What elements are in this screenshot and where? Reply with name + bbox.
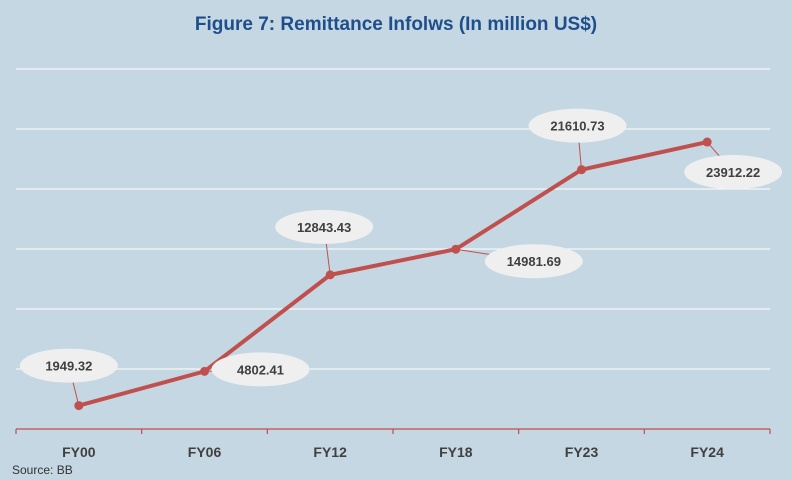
source-note: Source: BB bbox=[12, 463, 73, 477]
x-axis: FY00 FY06 FY12 FY18 FY23 FY24 bbox=[15, 428, 771, 460]
data-point bbox=[577, 165, 586, 175]
chart-title: Figure 7: Remittance Infolws (In million… bbox=[194, 14, 598, 35]
data-point bbox=[451, 244, 461, 254]
data-label: 21610.73 bbox=[550, 119, 604, 134]
data-label: 14981.69 bbox=[507, 254, 561, 269]
series-path bbox=[76, 140, 710, 408]
x-tick-label: FY18 bbox=[439, 444, 473, 460]
data-label: 23912.22 bbox=[706, 165, 760, 180]
data-point bbox=[702, 137, 712, 147]
data-label-bubble bbox=[684, 155, 783, 190]
data-point bbox=[325, 270, 335, 280]
data-label: 1949.32 bbox=[45, 359, 92, 374]
x-tick-label: FY06 bbox=[188, 444, 222, 460]
data-label: 12843.43 bbox=[297, 220, 351, 235]
gridlines bbox=[16, 68, 770, 370]
data-label-bubble bbox=[528, 108, 627, 143]
x-tick-label: FY24 bbox=[690, 444, 724, 460]
data-point bbox=[200, 366, 209, 376]
data-labels: 1949.32 4802.41 12843.43 14981.69 21610.73 23… bbox=[19, 108, 783, 387]
data-label-bubble bbox=[211, 352, 310, 387]
data-point bbox=[74, 401, 84, 411]
x-tick-label: FY12 bbox=[313, 444, 347, 460]
series-line bbox=[74, 137, 712, 411]
x-tick-label: FY00 bbox=[62, 444, 96, 460]
data-label-bubble bbox=[19, 348, 118, 383]
data-label-bubble bbox=[484, 244, 583, 279]
label-leaders bbox=[68, 125, 734, 406]
x-tick-label: FY23 bbox=[565, 444, 599, 460]
data-label: 4802.41 bbox=[237, 362, 284, 377]
data-label-bubble bbox=[275, 209, 374, 244]
